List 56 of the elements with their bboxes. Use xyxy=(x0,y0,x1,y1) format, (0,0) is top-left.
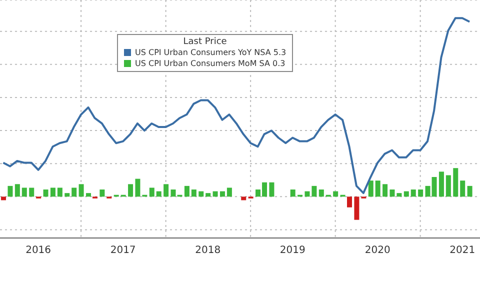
bar xyxy=(220,191,225,197)
bar xyxy=(368,180,374,197)
bar xyxy=(418,190,424,197)
x-tick-label: 2016 xyxy=(26,245,52,256)
bar xyxy=(72,188,77,197)
bar xyxy=(438,172,444,197)
bar xyxy=(29,188,34,197)
bar xyxy=(212,191,218,197)
bar xyxy=(312,186,317,197)
legend-title: Last Price xyxy=(182,37,228,47)
bar xyxy=(191,190,196,197)
bar xyxy=(156,191,162,197)
bar xyxy=(241,196,246,200)
bar xyxy=(446,175,451,197)
bar xyxy=(206,193,211,197)
legend-label: US CPI Urban Consumers YoY NSA 5.3 xyxy=(135,47,286,58)
bar xyxy=(149,188,154,197)
bar xyxy=(290,190,296,197)
bar xyxy=(382,184,388,197)
bar xyxy=(8,186,13,197)
bar xyxy=(269,182,274,197)
bar xyxy=(100,190,105,197)
x-tick-label: 2020 xyxy=(364,245,390,256)
bar xyxy=(57,188,62,197)
bar xyxy=(198,191,204,197)
bar xyxy=(304,191,310,197)
bar xyxy=(135,178,140,197)
bar xyxy=(453,168,458,197)
bar xyxy=(43,190,48,197)
bar xyxy=(226,188,232,197)
bar xyxy=(64,193,70,197)
x-tick-label: 2019 xyxy=(280,245,306,256)
bar xyxy=(1,196,6,200)
bar xyxy=(390,190,395,197)
bar xyxy=(467,186,472,197)
bar xyxy=(14,184,20,197)
bar xyxy=(318,190,324,197)
bar xyxy=(410,190,416,197)
bar xyxy=(396,193,402,197)
bar xyxy=(86,193,91,197)
bar xyxy=(354,196,360,220)
x-tick-label: 2021 xyxy=(450,245,476,256)
legend-label: US CPI Urban Consumers MoM SA 0.3 xyxy=(135,58,286,69)
bar xyxy=(128,184,134,197)
bar xyxy=(164,184,169,197)
bar xyxy=(333,191,338,197)
bar xyxy=(460,180,466,197)
bar xyxy=(184,186,190,197)
bar xyxy=(375,180,380,197)
x-tick-label: 2017 xyxy=(110,245,136,256)
x-tick-label: 2018 xyxy=(195,245,221,256)
bar xyxy=(78,184,84,197)
bar xyxy=(22,188,27,197)
bar xyxy=(347,196,352,208)
bar xyxy=(50,188,56,197)
bar xyxy=(404,191,409,197)
